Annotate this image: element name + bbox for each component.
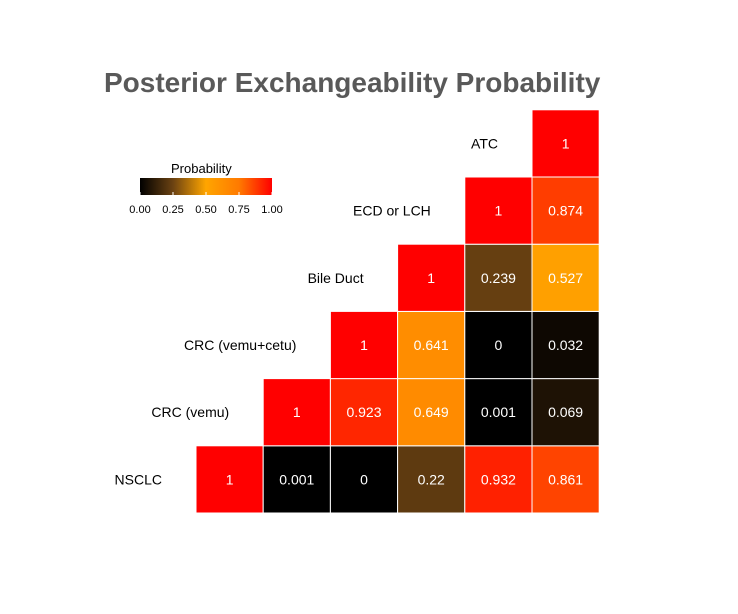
- legend-title: Probability: [171, 161, 232, 176]
- legend-tick-label: 0.00: [129, 204, 150, 216]
- legend-tick-label: 0.25: [162, 204, 183, 216]
- cell-value-label: 0.874: [548, 203, 583, 219]
- row-label: Bile Duct: [308, 270, 364, 286]
- cell-value-label: 0.923: [346, 404, 381, 420]
- cell-value-label: 1: [226, 471, 234, 487]
- row-label: ATC: [471, 135, 498, 151]
- row-labels: NSCLC CRC (vemu) CRC (vemu+cetu) Bile Duct E…: [115, 135, 498, 487]
- heatmap-cell: [531, 243, 600, 312]
- heatmap-cell: [464, 378, 533, 447]
- heatmap-cell: [195, 445, 264, 514]
- cell-value-label: 0.861: [548, 471, 583, 487]
- cell-value-label: 1: [562, 135, 570, 151]
- legend-tick-label: 0.75: [228, 204, 249, 216]
- row-label: CRC (vemu+cetu): [184, 337, 296, 353]
- cell-value-label: 0.032: [548, 337, 583, 353]
- cell-value-label: 1: [360, 337, 368, 353]
- cell-value-label: 0.069: [548, 404, 583, 420]
- heatmap-cell: [531, 445, 600, 514]
- heatmap-cell: [397, 310, 466, 380]
- chart-title: Posterior Exchangeability Probability: [104, 67, 601, 98]
- cell-value-label: 1: [427, 270, 435, 286]
- row-label: NSCLC: [115, 471, 162, 487]
- heatmap-cell: [397, 243, 466, 312]
- cell-value-label: 0.22: [418, 471, 445, 487]
- legend-tick-label: 1.00: [261, 204, 282, 216]
- heatmap-cell: [531, 378, 600, 447]
- cell-value-label: 0.527: [548, 270, 583, 286]
- cell-value-label: 0.239: [481, 270, 516, 286]
- heatmap-cell: [531, 310, 600, 380]
- legend-tick-label: 0.50: [195, 204, 216, 216]
- heatmap-cells: 1 0.001 0 0.22 0.932 0.861 1 0.923 0.649 0.001 0.0…: [195, 109, 600, 514]
- heatmap-cell: [464, 243, 533, 312]
- heatmap-cell: [329, 310, 399, 380]
- cell-value-label: 0: [495, 337, 503, 353]
- heatmap-cell: [397, 378, 466, 447]
- heatmap-cell: [464, 176, 533, 245]
- heatmap-cell: [262, 378, 331, 447]
- cell-value-label: 1: [495, 203, 503, 219]
- cell-value-label: 1: [293, 404, 301, 420]
- cell-value-label: 0.932: [481, 471, 516, 487]
- legend-colorbar: [140, 178, 272, 195]
- cell-value-label: 0.001: [481, 404, 516, 420]
- legend-ticks: 0.00 0.25 0.50 0.75 1.00: [129, 192, 283, 216]
- cell-value-label: 0.649: [414, 404, 449, 420]
- heatmap-cell: [397, 445, 466, 514]
- legend: Probability 0.00 0.25 0.50 0.75 1.00: [129, 161, 282, 216]
- heatmap-cell: [262, 445, 331, 514]
- heatmap-cell: [329, 378, 399, 447]
- heatmap-cell: [464, 445, 533, 514]
- row-label: ECD or LCH: [353, 203, 431, 219]
- cell-value-label: 0: [360, 471, 368, 487]
- heatmap-cell: [531, 176, 600, 245]
- heatmap-cell: [531, 109, 600, 178]
- cell-value-label: 0.641: [414, 337, 449, 353]
- cell-value-label: 0.001: [279, 471, 314, 487]
- row-label: CRC (vemu): [151, 404, 229, 420]
